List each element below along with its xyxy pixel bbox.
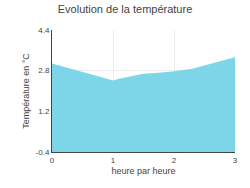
svg-text:1.2: 1.2 [38, 107, 50, 116]
svg-text:heure par heure: heure par heure [111, 166, 175, 176]
svg-text:Température en °C: Température en °C [21, 53, 31, 129]
svg-text:4.4: 4.4 [38, 26, 50, 35]
svg-text:Evolution de la température: Evolution de la température [58, 3, 193, 15]
svg-text:0: 0 [50, 156, 55, 165]
svg-text:-0.4: -0.4 [36, 148, 50, 157]
svg-text:1: 1 [111, 156, 116, 165]
svg-text:2.8: 2.8 [38, 66, 50, 75]
svg-text:3: 3 [233, 156, 238, 165]
svg-text:2: 2 [172, 156, 177, 165]
